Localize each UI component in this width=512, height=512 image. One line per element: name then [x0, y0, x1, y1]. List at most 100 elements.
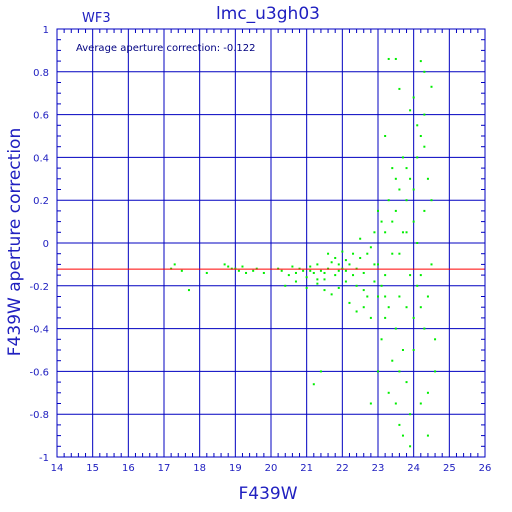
data-point — [423, 70, 426, 73]
data-point — [412, 188, 415, 191]
data-point — [423, 327, 426, 330]
y-tick-label: 0.6 — [33, 111, 49, 122]
data-point — [312, 271, 315, 274]
data-point — [401, 156, 404, 159]
data-point — [330, 261, 333, 264]
data-point — [423, 113, 426, 116]
x-axis-label: F439W — [238, 484, 297, 504]
data-point — [426, 177, 429, 180]
data-point — [430, 199, 433, 202]
data-point — [302, 269, 305, 272]
data-point — [359, 237, 362, 240]
data-point — [380, 284, 383, 287]
data-point — [423, 145, 426, 148]
data-point — [252, 269, 255, 272]
data-point — [337, 263, 340, 266]
data-point — [205, 271, 208, 274]
data-point — [294, 280, 297, 283]
data-point — [352, 274, 355, 277]
data-point — [241, 265, 244, 268]
data-point — [387, 391, 390, 394]
data-point — [373, 263, 376, 266]
data-point — [309, 265, 312, 268]
data-point — [391, 252, 394, 255]
data-point — [409, 109, 412, 112]
x-tick-label: 21 — [300, 463, 313, 474]
data-point — [380, 220, 383, 223]
data-point — [377, 209, 379, 212]
data-point — [412, 316, 415, 319]
data-point — [398, 252, 401, 255]
data-point — [416, 124, 419, 127]
x-tick-label: 20 — [265, 463, 278, 474]
x-tick-label: 23 — [372, 463, 385, 474]
data-point — [223, 263, 226, 266]
x-tick-label: 26 — [479, 463, 492, 474]
data-point — [398, 295, 401, 298]
y-tick-label: -0.8 — [29, 410, 49, 421]
x-tick-label: 17 — [158, 463, 171, 474]
y-axis-label: F439W aperture correction — [5, 128, 25, 356]
data-point — [391, 220, 394, 223]
data-point — [405, 167, 408, 170]
data-point — [434, 370, 437, 373]
data-point — [327, 252, 330, 255]
data-point — [359, 256, 362, 259]
data-point — [394, 177, 397, 180]
y-tick-label: 0.8 — [33, 68, 49, 79]
x-tick-label: 18 — [193, 463, 206, 474]
data-point — [394, 402, 397, 405]
data-point — [384, 231, 387, 234]
data-point — [391, 359, 394, 362]
x-tick-label: 19 — [229, 463, 242, 474]
y-tick-label: 0.4 — [33, 153, 49, 164]
data-point — [401, 231, 404, 234]
data-point — [352, 252, 355, 255]
data-point — [305, 276, 308, 279]
data-point — [305, 286, 308, 289]
plot-frame — [56, 28, 486, 458]
data-point — [384, 274, 387, 277]
data-point — [312, 383, 315, 386]
y-tick-label: -0.6 — [29, 367, 49, 378]
data-point — [377, 263, 379, 266]
data-point — [337, 286, 340, 289]
data-point — [398, 423, 401, 426]
data-point — [245, 271, 248, 274]
data-point — [377, 295, 379, 298]
data-points — [170, 57, 437, 448]
data-point — [355, 310, 358, 313]
data-point — [355, 284, 358, 287]
chart-subtitle: WF3 — [82, 11, 111, 26]
data-point — [426, 391, 429, 394]
data-point — [337, 269, 340, 272]
data-point — [362, 271, 365, 274]
data-point — [405, 381, 408, 384]
data-point — [398, 188, 401, 191]
data-point — [384, 295, 387, 298]
data-point — [426, 434, 429, 437]
data-point — [416, 284, 419, 287]
data-point — [366, 295, 369, 298]
x-tick-labels: 14 15 16 17 18 19 20 21 22 23 24 25 26 — [51, 463, 492, 474]
data-point — [398, 370, 401, 373]
data-point — [319, 370, 322, 373]
data-point — [369, 246, 372, 249]
data-point — [180, 269, 183, 272]
y-tick-label: -0.4 — [29, 325, 49, 336]
data-point — [419, 60, 422, 63]
data-point — [409, 274, 412, 277]
data-point — [434, 338, 437, 341]
data-point — [369, 316, 372, 319]
data-point — [426, 295, 429, 298]
data-point — [341, 250, 344, 253]
data-point — [391, 167, 394, 170]
data-point — [394, 57, 397, 60]
chart-title: lmc_u3gh03 — [216, 4, 320, 24]
x-tick-label: 24 — [407, 463, 420, 474]
data-point — [377, 370, 379, 373]
data-point — [394, 327, 397, 330]
data-point — [323, 289, 326, 292]
